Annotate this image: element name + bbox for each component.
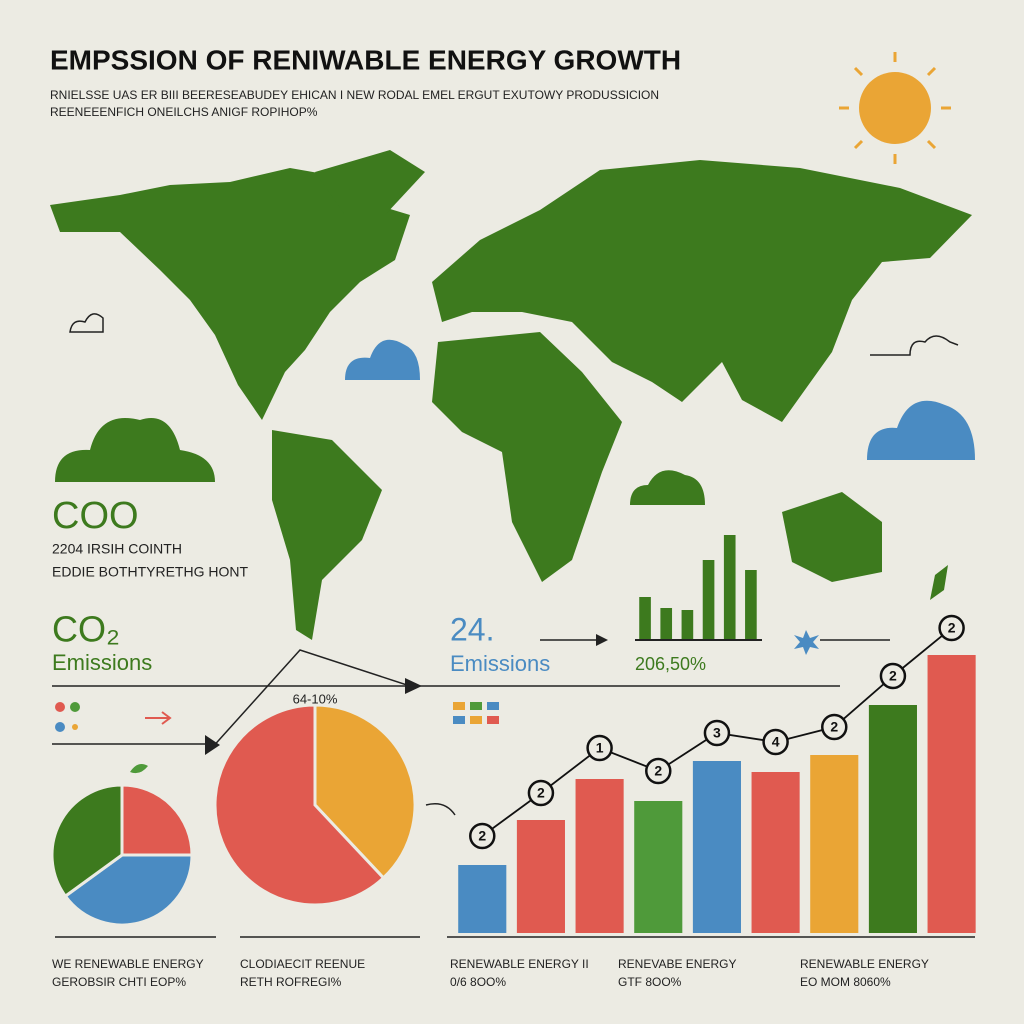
co2-label: CO₂ [52, 609, 120, 650]
trend-point [821, 713, 848, 741]
legend-icons [55, 702, 499, 774]
connectors [52, 639, 975, 938]
pie-slice [213, 703, 386, 907]
bar [516, 820, 565, 933]
trend-point [586, 734, 613, 762]
bar [634, 801, 683, 933]
bar [639, 597, 651, 640]
sun [839, 52, 951, 164]
trend-point [762, 728, 789, 756]
stat: 24. [450, 611, 494, 647]
panel-text: EDDIE BOTHTYRETHG HONT [52, 564, 248, 580]
bar [692, 761, 741, 933]
cloud [867, 400, 975, 460]
point-label: 2 [948, 620, 956, 636]
footer-label: RENEWABLE ENERGY [800, 957, 929, 971]
cloud-outline [69, 313, 104, 333]
trend-point [469, 822, 496, 850]
trend-point [645, 757, 672, 785]
cloud [630, 470, 705, 505]
panel-text: 2204 IRSIH COINTH [52, 541, 182, 557]
footer-label: WE RENEWABLE ENERGY [52, 957, 204, 971]
trend-point [879, 662, 907, 690]
bar [660, 608, 673, 640]
bar [723, 535, 736, 640]
cloud [55, 418, 215, 482]
footer-label: RETH ROFREGI% [240, 975, 342, 989]
subtitle: RNIELSSE UAS ER BIII BEERESEABUDEY EHICA… [50, 88, 659, 102]
point-label: 2 [889, 668, 897, 684]
bar [868, 705, 917, 933]
emissions-label: Emissions [52, 650, 152, 675]
cloud-outline [870, 335, 959, 356]
pie-slice [50, 783, 124, 899]
point-label: 2 [654, 763, 662, 779]
point-label: 2 [478, 828, 486, 844]
point-label: 4 [772, 734, 780, 750]
pie-title: 64-10% [293, 691, 338, 706]
trend-point [938, 614, 965, 642]
point-label: 2 [537, 785, 545, 801]
star [794, 630, 819, 655]
point-label: 1 [596, 740, 604, 756]
footer-label: CLODIAECIT REENUE [240, 957, 365, 971]
subtitle: REENEEENFICH ONEILCHS ANIGF ROPIHOP% [50, 105, 318, 119]
title: EMPSSION OF RENIWABLE ENERGY GROWTH [50, 44, 681, 75]
percent-label: 206,50% [635, 654, 706, 674]
bar [927, 655, 976, 933]
bar [458, 865, 507, 933]
footer-label: GTF 8OO% [618, 975, 682, 989]
heading: COO [52, 495, 139, 537]
trend-point [527, 779, 555, 807]
bar [681, 610, 694, 640]
bar [810, 755, 859, 933]
point-label: 3 [713, 725, 721, 741]
point-label: 2 [830, 719, 838, 735]
emissions-label: Emissions [450, 651, 550, 676]
world-map [50, 150, 972, 640]
trend-point [703, 719, 731, 747]
pie-slice [313, 703, 417, 881]
bar [745, 570, 757, 640]
cloud [345, 339, 420, 380]
footer-label: RENEWABLE ENERGY II [450, 957, 589, 971]
footer-label: EO MOM 8060% [800, 975, 891, 989]
footer-label: RENEVABE ENERGY [618, 957, 736, 971]
footer-label: GEROBSIR CHTI EOP% [52, 975, 186, 989]
bar [702, 560, 715, 640]
pie-slice [120, 783, 194, 857]
arrowheads [205, 634, 608, 755]
bar [751, 772, 800, 933]
footer-label: 0/6 8OO% [450, 975, 506, 989]
pie-slice [63, 853, 194, 927]
bar [575, 779, 624, 933]
